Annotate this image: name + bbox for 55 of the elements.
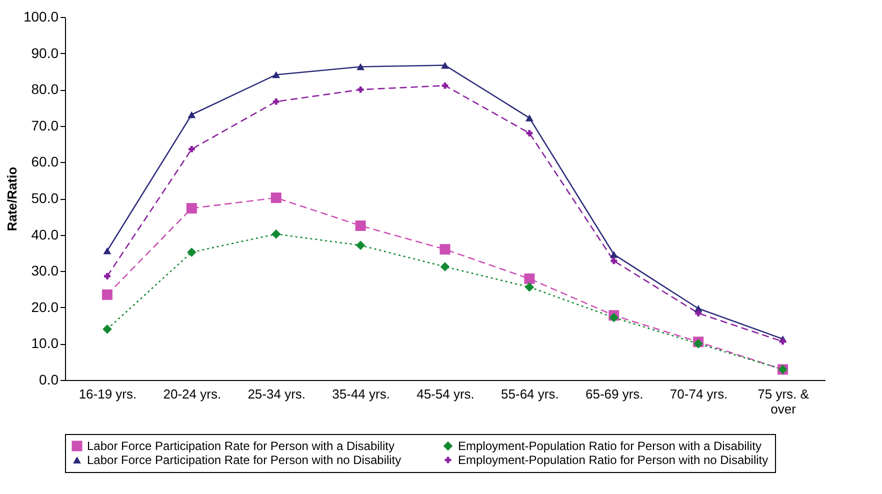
- y-tick-label: 80.0: [31, 81, 59, 98]
- y-tick-label: 100.0: [23, 8, 59, 24]
- point: [103, 247, 112, 254]
- point: [355, 220, 366, 231]
- x-tick-label: 35-44 yrs.: [332, 386, 390, 402]
- point: [441, 62, 449, 69]
- legend-label: Employment-Population Ratio for Person with no Disability: [458, 453, 768, 467]
- point: [272, 71, 280, 78]
- y-tick-label: 40.0: [31, 226, 59, 242]
- point: [442, 82, 448, 89]
- point: [187, 248, 196, 257]
- point: [188, 111, 196, 118]
- point: [440, 262, 450, 272]
- point: [186, 203, 197, 214]
- point: [356, 63, 365, 70]
- point: [102, 324, 112, 334]
- y-axis-title: Rate/Ratio: [4, 166, 20, 232]
- legend-label: Labor Force Participation Rate for Person with no Disability: [87, 453, 402, 467]
- point: [440, 244, 450, 255]
- y-tick-label: 90.0: [31, 44, 59, 61]
- point: [271, 229, 281, 239]
- y-tick-label: 50.0: [31, 190, 59, 206]
- point: [780, 338, 786, 345]
- point: [272, 98, 280, 105]
- y-tick-label: 30.0: [31, 262, 59, 279]
- legend-label: Employment-Population Ratio for Person with a Disability: [458, 439, 762, 453]
- y-tick-label: 10.0: [31, 335, 59, 352]
- point: [525, 114, 534, 122]
- point: [526, 130, 533, 136]
- point: [609, 312, 619, 322]
- point: [610, 250, 618, 258]
- point: [695, 310, 702, 316]
- x-tick-label: 75 yrs. & over: [758, 386, 810, 416]
- point: [356, 240, 366, 250]
- y-tick-label: 70.0: [31, 117, 59, 134]
- y-tick-label: 60.0: [31, 154, 59, 170]
- point: [524, 273, 535, 284]
- x-tick-label: 25-34 yrs.: [248, 386, 306, 402]
- x-tick-label: 16-19 yrs.: [78, 386, 137, 402]
- y-tick-label: 20.0: [31, 298, 59, 315]
- x-tick-label: 70-74 yrs.: [670, 386, 728, 402]
- point: [188, 146, 195, 152]
- y-tick-label: 0.0: [39, 372, 59, 388]
- x-tick-label: 55-64 yrs.: [501, 386, 559, 402]
- point: [694, 339, 703, 348]
- legend-label: Labor Force Participation Rate for Person with a Disability: [87, 439, 394, 453]
- point: [102, 289, 112, 300]
- x-tick-label: 65-69 yrs.: [585, 386, 644, 402]
- point: [610, 258, 618, 264]
- x-tick-label: 20-24 yrs.: [163, 386, 222, 402]
- x-tick-label: 45-54 yrs.: [416, 386, 474, 402]
- point: [524, 282, 534, 292]
- point: [104, 273, 110, 280]
- point: [357, 86, 364, 93]
- point: [270, 192, 282, 204]
